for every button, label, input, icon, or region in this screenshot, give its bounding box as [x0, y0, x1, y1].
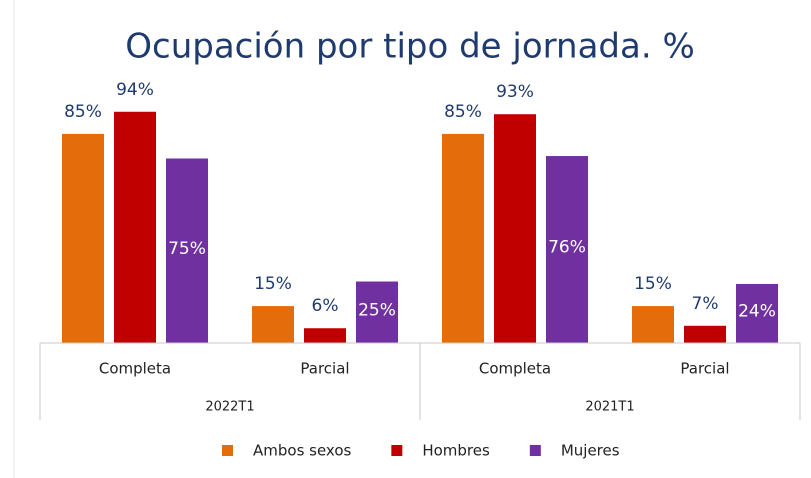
- data-label: 15%: [254, 274, 292, 294]
- legend-label: Mujeres: [561, 442, 620, 460]
- data-label: 94%: [116, 80, 154, 100]
- legend-label: Hombres: [422, 442, 490, 460]
- category-label: Completa: [479, 360, 551, 378]
- data-label: 85%: [64, 102, 102, 122]
- legend-swatch: [529, 445, 541, 456]
- legend-swatch: [222, 445, 233, 456]
- bar: [62, 133, 104, 343]
- bar: [114, 111, 156, 343]
- data-label: 25%: [358, 300, 396, 320]
- data-label: 76%: [548, 238, 586, 258]
- bar: [356, 281, 398, 343]
- bar: [166, 158, 208, 343]
- data-label: 85%: [444, 102, 482, 122]
- bar: [442, 133, 484, 343]
- data-label: 24%: [738, 301, 776, 321]
- bar: [736, 283, 778, 343]
- legend-label: Ambos sexos: [253, 442, 352, 460]
- bar: [304, 328, 346, 343]
- category-label: Parcial: [300, 360, 349, 378]
- group-label: 2021T1: [585, 400, 634, 415]
- bar: [546, 156, 588, 343]
- data-label: 15%: [634, 274, 672, 294]
- data-label: 7%: [692, 294, 719, 314]
- data-label: 93%: [496, 82, 534, 102]
- category-label: Completa: [99, 360, 171, 378]
- bar: [252, 306, 294, 343]
- group-label: 2022T1: [205, 400, 254, 415]
- chart-title: Ocupación por tipo de jornada. %: [125, 27, 695, 67]
- bar: [684, 325, 726, 343]
- bar: [632, 306, 674, 343]
- bar: [494, 114, 536, 343]
- legend-swatch: [391, 445, 403, 456]
- data-label: 75%: [168, 239, 206, 259]
- data-label: 6%: [312, 296, 339, 316]
- category-label: Parcial: [680, 360, 729, 378]
